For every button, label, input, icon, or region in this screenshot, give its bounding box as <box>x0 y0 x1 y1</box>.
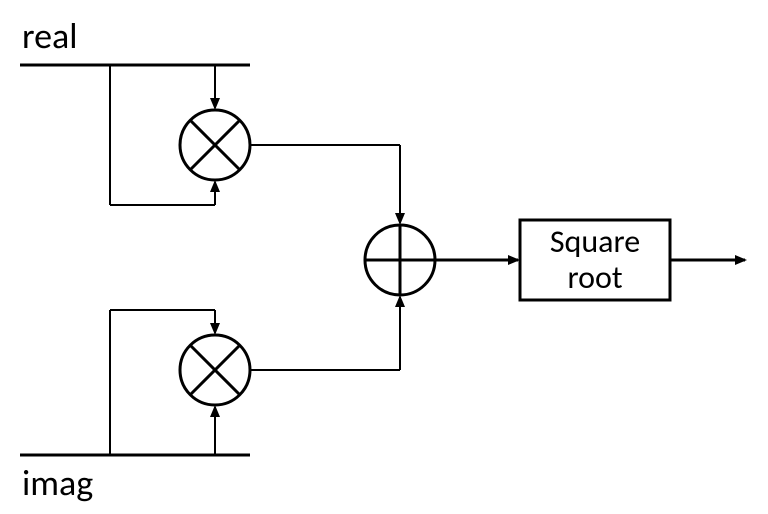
wire-mult-bot-to-adder <box>250 297 400 370</box>
multiplier-bottom <box>180 335 250 405</box>
wire-real-branch-to-mult-top-bottom <box>110 65 215 205</box>
square-root-label-line1: Square <box>550 222 640 261</box>
wire-mult-top-to-adder <box>250 145 400 223</box>
adder <box>365 225 435 295</box>
wire-imag-branch-to-mult-bot-top <box>110 310 215 455</box>
imag-label: imag <box>22 461 93 505</box>
square-root-block: Square root <box>520 220 670 300</box>
real-label: real <box>22 14 78 58</box>
square-root-label-line2: root <box>567 258 622 297</box>
multiplier-top <box>180 110 250 180</box>
